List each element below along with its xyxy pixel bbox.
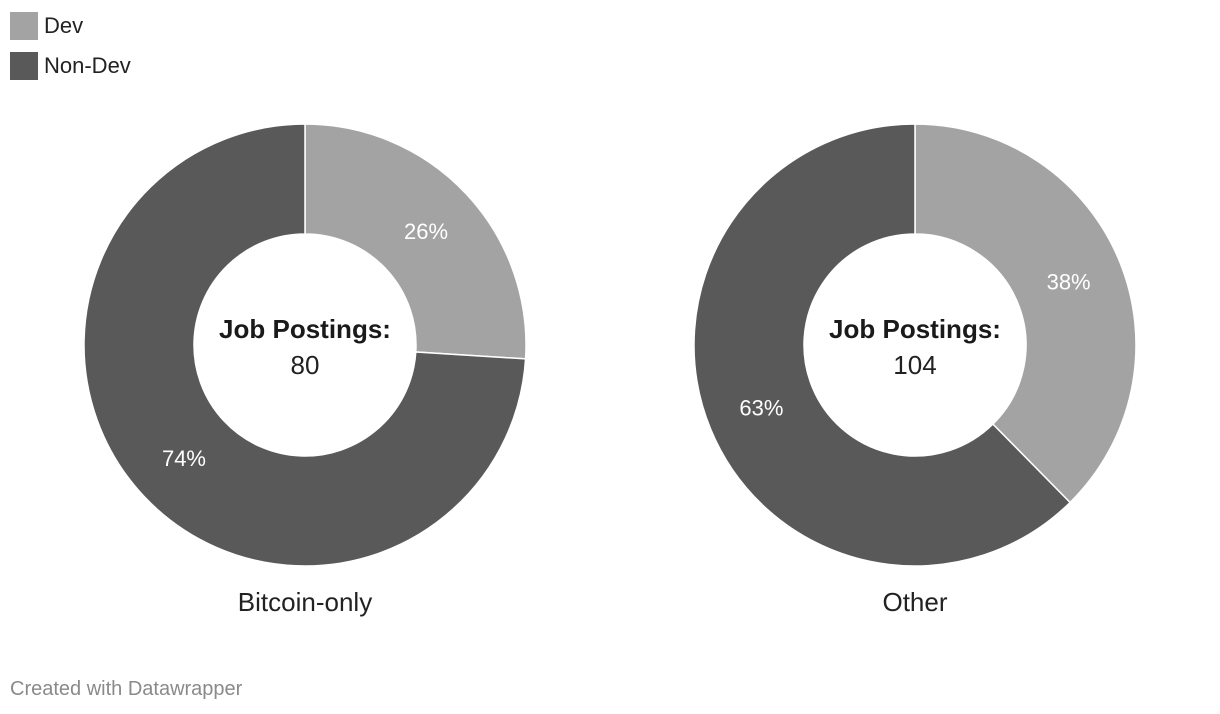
slice-label-non-dev: 63% [739,395,783,420]
center-value: 80 [291,350,320,380]
legend-label-non-dev: Non-Dev [44,53,131,78]
chart-title: Bitcoin-only [238,587,372,617]
slice-non-dev [693,123,1072,567]
slice-label-non-dev: 74% [162,446,206,471]
legend-swatch-dev [10,12,38,40]
legend: Dev Non-Dev [10,12,131,92]
slice-dev [304,123,527,360]
donut-chart-2: 38% 63% Job Postings: 104 Other [693,123,1137,617]
donut-chart-1: 26% 74% Job Postings: 80 Bitcoin-only [83,123,527,617]
center-title: Job Postings: [219,314,391,344]
legend-swatch-non-dev [10,52,38,80]
slice-dev [914,123,1137,504]
legend-item-dev: Dev [10,12,131,40]
center-title: Job Postings: [829,314,1001,344]
legend-item-non-dev: Non-Dev [10,52,131,80]
slice-label-dev: 38% [1047,270,1091,295]
footer-credit: Created with Datawrapper [10,678,243,700]
slice-label-dev: 26% [404,219,448,244]
legend-label-dev: Dev [44,13,84,38]
center-value: 104 [893,350,936,380]
slice-non-dev [83,123,527,567]
chart-title: Other [882,587,947,617]
